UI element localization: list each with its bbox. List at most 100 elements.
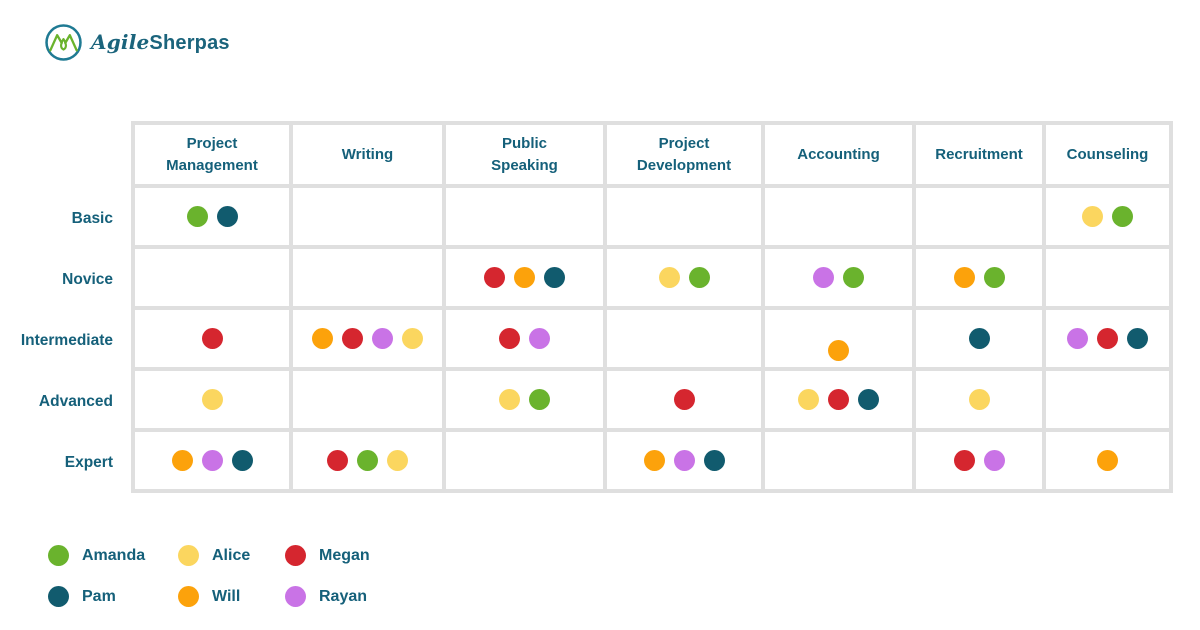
matrix-cell-basic-counseling xyxy=(1046,188,1169,245)
skill-dot-alice xyxy=(387,450,408,471)
matrix-cell-expert-recruitment xyxy=(916,432,1042,489)
skill-dot-rayan xyxy=(201,450,223,471)
matrix-cell-basic-project-management xyxy=(135,188,289,245)
skill-dot-megan xyxy=(673,389,695,410)
column-header-project-development: Project Development xyxy=(607,125,761,184)
legend-dot-will xyxy=(178,586,199,607)
column-header-line: Development xyxy=(636,156,732,174)
matrix-cell-basic-project-development xyxy=(607,188,761,245)
dot-group xyxy=(1082,206,1133,227)
row-label-novice: Novice xyxy=(62,270,113,288)
dot-group xyxy=(673,389,695,410)
dot-group xyxy=(798,389,879,410)
legend-label-amanda: Amanda xyxy=(82,546,146,564)
matrix-cell-intermediate-project-management xyxy=(135,310,289,367)
skill-dot-will xyxy=(953,267,975,288)
column-header-counseling: Counseling xyxy=(1046,125,1169,184)
skill-dot-will xyxy=(643,450,665,471)
matrix-cell-advanced-recruitment xyxy=(916,371,1042,428)
skill-dot-alice xyxy=(968,389,990,410)
matrix-cell-basic-public-speaking xyxy=(446,188,603,245)
mountain-drop-logo-icon xyxy=(44,23,83,62)
matrix-cell-advanced-counseling xyxy=(1046,371,1169,428)
column-header-line: Recruitment xyxy=(935,145,1023,163)
skill-dot-will xyxy=(1097,450,1118,471)
matrix-cell-novice-project-management xyxy=(135,249,289,306)
dot-group xyxy=(201,389,223,410)
logo-text-sherpas: Sherpas xyxy=(149,32,230,54)
dot-group xyxy=(968,389,990,410)
skill-dot-megan xyxy=(327,450,348,471)
matrix-cell-novice-recruitment xyxy=(916,249,1042,306)
agilesherpas-logo: AgileSherpas xyxy=(44,23,230,62)
column-header-line: Counseling xyxy=(1066,145,1149,163)
column-header-line: Public xyxy=(501,134,547,152)
legend-label-alice: Alice xyxy=(212,546,251,564)
legend-label-pam: Pam xyxy=(82,587,116,605)
skill-dot-amanda xyxy=(843,267,864,288)
matrix-cell-intermediate-writing xyxy=(293,310,442,367)
dot-group xyxy=(953,267,1005,288)
skill-dot-amanda xyxy=(688,267,710,288)
skill-dot-alice xyxy=(1082,206,1103,227)
matrix-cell-basic-accounting xyxy=(765,188,912,245)
legend-dot-pam xyxy=(48,586,69,607)
dot-group xyxy=(499,328,550,349)
dot-group xyxy=(201,328,223,349)
legend-item-pam: Pam xyxy=(48,586,178,607)
skill-dot-will xyxy=(828,340,849,361)
skill-dot-pam xyxy=(544,267,565,288)
skill-dot-rayan xyxy=(673,450,695,471)
dot-group xyxy=(968,328,990,349)
column-header-line: Writing xyxy=(341,145,394,163)
dot-group xyxy=(186,206,238,227)
skill-matrix-row-labels: Basic Novice Intermediate Advanced Expert xyxy=(0,121,131,493)
skill-dot-megan xyxy=(953,450,975,471)
matrix-cell-novice-project-development xyxy=(607,249,761,306)
skill-dot-amanda xyxy=(1112,206,1133,227)
legend-dot-amanda xyxy=(48,545,69,566)
dot-group xyxy=(643,450,725,471)
dot-group xyxy=(828,340,849,361)
column-header-line: Project xyxy=(186,134,238,152)
skill-dot-pam xyxy=(703,450,725,471)
column-header-public-speaking: Public Speaking xyxy=(446,125,603,184)
dot-group xyxy=(327,450,408,471)
skill-dot-alice xyxy=(201,389,223,410)
legend-item-rayan: Rayan xyxy=(285,586,425,607)
legend-dot-rayan xyxy=(285,586,306,607)
matrix-cell-advanced-writing xyxy=(293,371,442,428)
matrix-cell-novice-writing xyxy=(293,249,442,306)
skill-dot-will xyxy=(312,328,333,349)
skill-dot-pam xyxy=(216,206,238,227)
dot-group xyxy=(312,328,423,349)
matrix-cell-novice-accounting xyxy=(765,249,912,306)
skill-dot-megan xyxy=(342,328,363,349)
skill-matrix: Basic Novice Intermediate Advanced Expert Pr… xyxy=(0,121,1173,493)
dot-group xyxy=(953,450,1005,471)
column-header-recruitment: Recruitment xyxy=(916,125,1042,184)
skill-dot-amanda xyxy=(357,450,378,471)
dot-group xyxy=(813,267,864,288)
matrix-cell-expert-writing xyxy=(293,432,442,489)
matrix-cell-expert-accounting xyxy=(765,432,912,489)
skill-dot-rayan xyxy=(983,450,1005,471)
matrix-cell-expert-project-management xyxy=(135,432,289,489)
skill-dot-alice xyxy=(658,267,680,288)
skill-dot-alice xyxy=(402,328,423,349)
skill-matrix-grid: Project Management Writing Public Speaking Pr… xyxy=(131,121,1173,493)
skill-dot-amanda xyxy=(186,206,208,227)
column-header-accounting: Accounting xyxy=(765,125,912,184)
skill-dot-will xyxy=(171,450,193,471)
skill-dot-will xyxy=(514,267,535,288)
skill-dot-pam xyxy=(858,389,879,410)
legend-item-will: Will xyxy=(178,586,285,607)
skill-dot-rayan xyxy=(529,328,550,349)
matrix-cell-expert-public-speaking xyxy=(446,432,603,489)
matrix-cell-expert-project-development xyxy=(607,432,761,489)
matrix-cell-advanced-accounting xyxy=(765,371,912,428)
matrix-cell-intermediate-counseling xyxy=(1046,310,1169,367)
logo-text-agile: Agile xyxy=(91,30,150,54)
matrix-cell-novice-counseling xyxy=(1046,249,1169,306)
column-header-project-management: Project Management xyxy=(135,125,289,184)
